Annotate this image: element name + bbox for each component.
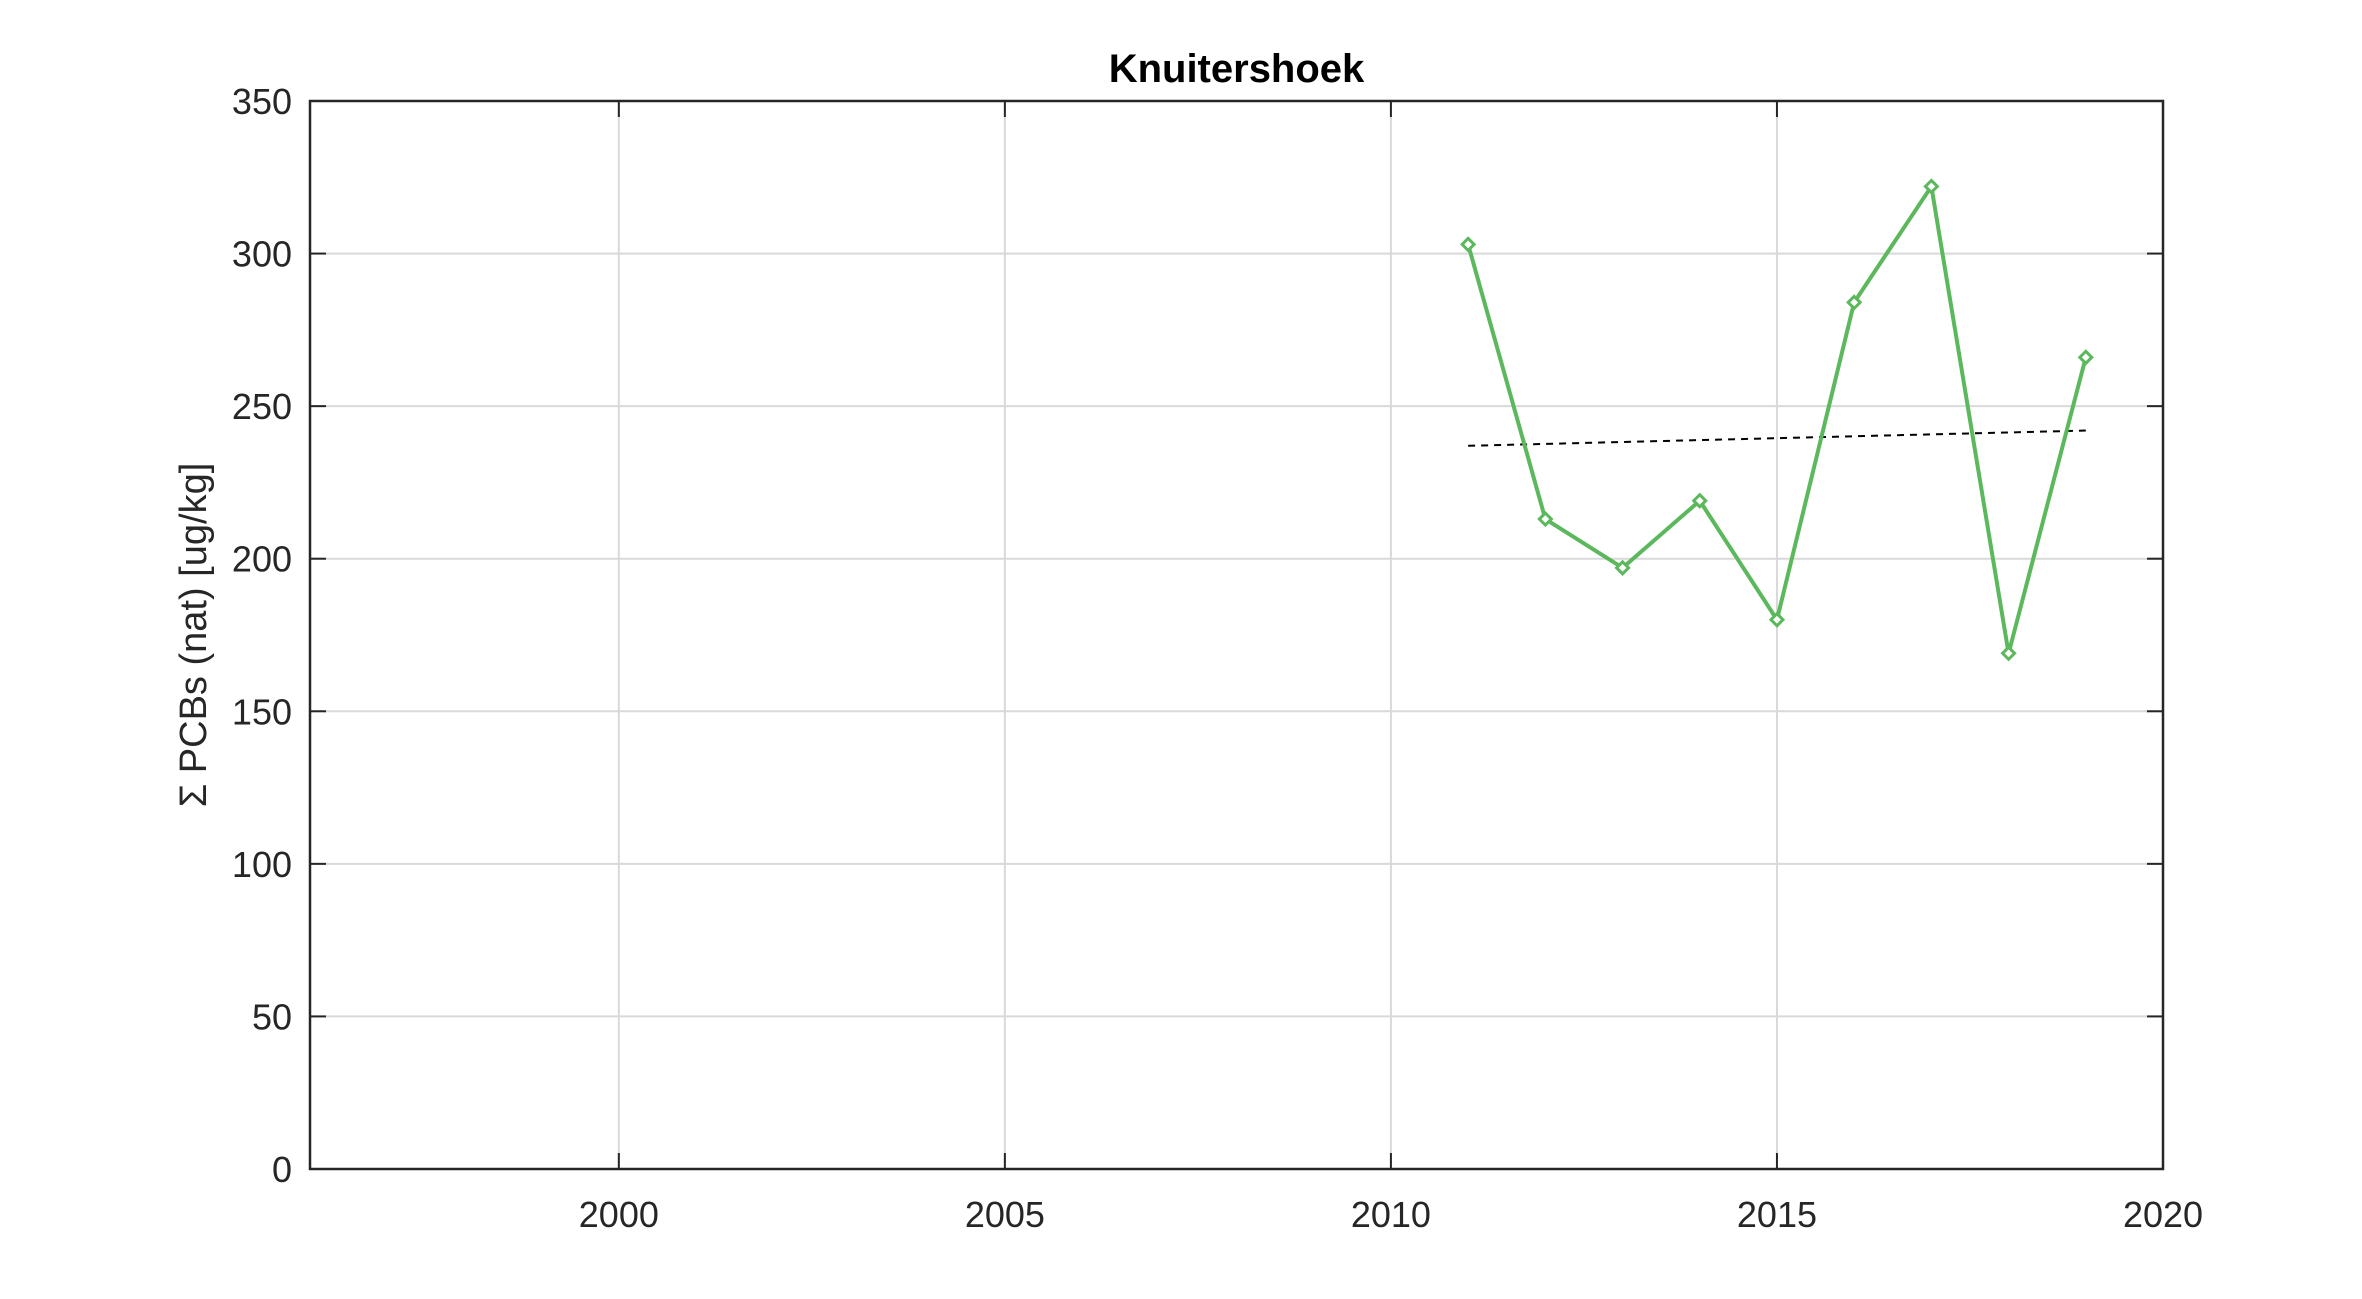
tick-labels: 2000 2005 2010 2015 2020 0 50 100 150 200 250 300 35…	[232, 81, 2203, 1235]
y-tick-label: 350	[232, 81, 292, 122]
plot-frame	[308, 99, 2165, 1171]
x-tick-label: 2005	[965, 1194, 1045, 1235]
data-point-marker	[1846, 294, 1863, 311]
y-tick-label: 100	[232, 844, 292, 885]
x-tick-label: 2020	[2123, 1194, 2203, 1235]
y-tick-label: 300	[232, 234, 292, 275]
y-axis-label: Σ PCBs (nat) [ug/kg]	[173, 463, 215, 808]
data-point-marker	[1614, 559, 1631, 576]
y-tick-label: 250	[232, 386, 292, 427]
series-layer	[1460, 178, 2094, 662]
x-tick-label: 2000	[579, 1194, 659, 1235]
y-tick-label: 200	[232, 539, 292, 580]
data-point-marker	[1923, 178, 1940, 195]
y-tick-label: 0	[272, 1149, 292, 1190]
data-point-marker	[1537, 510, 1554, 528]
x-tick-label: 2010	[1351, 1194, 1431, 1235]
y-tick-label: 50	[252, 996, 292, 1037]
data-point-marker	[2000, 645, 2017, 662]
data-point-marker	[2077, 349, 2094, 366]
grid	[310, 100, 2164, 1170]
chart-title: Knuitershoek	[1109, 47, 1365, 91]
data-point-marker	[1691, 492, 1708, 509]
y-tick-label: 150	[232, 691, 292, 732]
ticks	[310, 100, 2164, 1170]
x-tick-label: 2015	[1737, 1194, 1817, 1235]
data-point-marker	[1460, 236, 1477, 253]
data-point-marker	[1768, 611, 1786, 628]
